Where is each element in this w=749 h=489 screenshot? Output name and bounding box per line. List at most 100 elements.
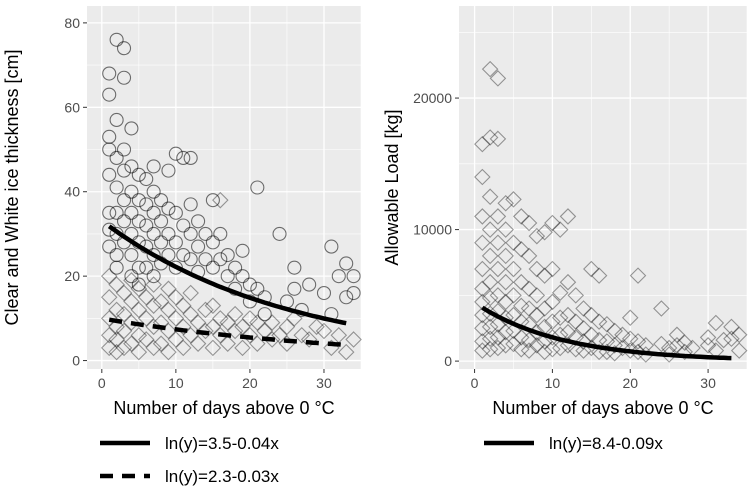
chart1-point-diamond: [100, 288, 118, 306]
chart1-point-diamond: [249, 335, 266, 352]
chart1-point-diamond: [145, 297, 162, 314]
chart1-point-circle: [131, 193, 146, 208]
chart2-point-diamond: [489, 287, 507, 304]
chart1-point-diamond: [234, 339, 251, 357]
chart2-point-diamond: [544, 214, 561, 232]
chart2-point-diamond: [551, 284, 569, 301]
chart2-point-diamond: [481, 247, 499, 265]
chart2-point-diamond: [520, 247, 538, 265]
chart2-point-diamond: [614, 339, 631, 357]
chart1-legend-label-2: ln(y)=2.3-0.03x: [165, 467, 279, 486]
chart2-point-diamond: [497, 293, 514, 311]
chart2-point-diamond: [505, 260, 522, 278]
chart1-point-circle: [139, 197, 154, 212]
chart1-point-circle: [124, 205, 139, 220]
chart1-point-diamond: [100, 326, 118, 344]
chart1-point-circle: [183, 150, 198, 166]
chart1-point-diamond: [145, 318, 162, 336]
chart1-point-circle: [287, 260, 302, 275]
chart1-point-circle: [339, 256, 354, 271]
chart1-point-circle: [146, 184, 161, 199]
chart1-point-circle: [161, 226, 176, 241]
chart1-point-diamond: [226, 305, 244, 323]
chart2-point-diamond: [536, 267, 553, 284]
chart1-point-circle: [176, 247, 191, 263]
chart1-point-diamond: [152, 335, 170, 352]
chart2-point-diamond: [575, 342, 592, 359]
chart1-point-diamond: [123, 314, 140, 331]
chart2-point-diamond: [575, 333, 592, 350]
chart1-point-diamond: [137, 310, 155, 327]
chart2-point-diamond: [653, 300, 670, 317]
chart1-point-diamond: [108, 318, 125, 336]
chart2-point-diamond: [512, 208, 530, 225]
chart2-point-diamond: [520, 214, 538, 232]
chart1-point-circle: [161, 201, 176, 216]
chart1-point-diamond: [345, 331, 362, 348]
chart1-point-circle: [213, 252, 228, 267]
chart1-point-circle: [302, 277, 317, 292]
chart1-point-circle: [109, 205, 124, 220]
chart1-panel-background: [87, 6, 361, 369]
chart1-point-diamond: [174, 339, 192, 357]
chart1-point-diamond: [293, 326, 311, 344]
chart2-point-diamond: [567, 287, 585, 304]
chart2-point-diamond: [676, 343, 694, 361]
chart2-point-diamond: [489, 316, 507, 333]
chart1-point-diamond: [115, 339, 133, 357]
chart2-point-diamond: [621, 342, 639, 359]
chart2-point-diamond: [497, 273, 514, 291]
chart2-point-diamond: [520, 331, 538, 349]
chart2-point-diamond: [474, 280, 491, 298]
chart2-y-axis-title: Allowable Load [kg]: [382, 109, 402, 265]
chart2-point-diamond: [489, 329, 507, 346]
chart1-point-circle: [146, 205, 161, 220]
chart2-point-diamond: [575, 300, 592, 317]
chart2-point-diamond: [606, 322, 623, 340]
chart2-panel-background: [459, 6, 747, 369]
chart2-point-diamond: [699, 329, 717, 346]
chart2-x-axis-title: Number of days above 0 °C: [492, 398, 713, 418]
chart1-point-circle: [109, 260, 124, 275]
chart1-point-circle: [102, 239, 117, 254]
chart2-point-diamond: [520, 300, 538, 317]
chart2-point-diamond: [544, 260, 561, 278]
chart2-point-diamond: [723, 330, 740, 348]
chart1-point-circle: [131, 260, 146, 275]
chart2-point-diamond: [474, 342, 491, 359]
chart2-point-diamond: [676, 334, 694, 351]
chart2-point-diamond: [505, 335, 522, 353]
chart1-point-circle: [131, 214, 146, 229]
chart1-point-circle: [124, 269, 139, 284]
chart2-point-diamond: [536, 343, 553, 361]
chart1-point-diamond: [108, 343, 125, 361]
chart2-x-tick-label: 20: [622, 375, 638, 391]
chart1-point-circle: [287, 281, 302, 296]
chart2-point-diamond: [621, 309, 639, 326]
chart1-x-tick-label: 10: [168, 375, 184, 391]
chart2-point-diamond: [481, 318, 499, 336]
chart1-point-diamond: [337, 343, 355, 361]
chart2-x-tick-label: 10: [545, 375, 561, 391]
chart1-point-circle: [331, 269, 346, 284]
chart1-point-diamond: [182, 305, 199, 323]
chart2-point-diamond: [583, 260, 600, 278]
chart2-x-tick-label: 30: [700, 375, 716, 391]
chart1-point-diamond: [241, 326, 259, 344]
chart1-y-tick-label: 40: [64, 184, 80, 200]
chart2-x-tick-label: 0: [471, 375, 479, 391]
chart2-point-diamond: [590, 313, 608, 330]
chart2-point-diamond: [505, 191, 522, 208]
chart2-point-diamond: [489, 70, 507, 87]
chart2-point-diamond: [583, 326, 600, 344]
chart2-point-diamond: [512, 241, 530, 258]
chart1-point-diamond: [174, 318, 192, 336]
chart1-point-diamond: [108, 331, 125, 348]
chart1-point-circle: [191, 239, 206, 254]
chart1-x-axis-title: Number of days above 0 °C: [113, 398, 334, 418]
chart1-point-circle: [139, 172, 154, 187]
chart2-point-diamond: [668, 326, 686, 344]
chart2-group: 0 10 20 30 0 10000 20000 Number of days above 0…: [382, 6, 748, 453]
chart2-point-diamond: [551, 326, 569, 344]
chart1-point-circle: [339, 290, 354, 305]
